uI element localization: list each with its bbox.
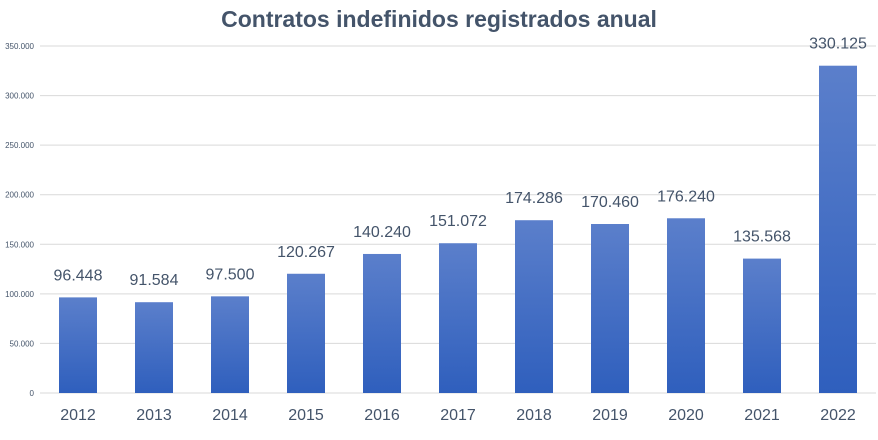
y-tick-label: 150.000 <box>5 240 34 249</box>
y-tick-label: 0 <box>30 389 35 398</box>
bar <box>211 296 249 393</box>
bar <box>363 253 401 393</box>
x-tick-label: 2012 <box>60 407 96 424</box>
bar <box>743 258 781 393</box>
data-label: 120.267 <box>277 244 335 261</box>
y-tick-label: 100.000 <box>5 290 34 299</box>
data-label: 91.584 <box>130 272 179 289</box>
data-label: 135.568 <box>733 229 791 246</box>
bar <box>439 243 477 393</box>
data-label: 140.240 <box>353 224 411 241</box>
x-tick-label: 2016 <box>364 407 400 424</box>
x-tick-label: 2015 <box>288 407 324 424</box>
bar <box>59 297 97 393</box>
y-tick-label: 250.000 <box>5 141 34 150</box>
y-tick-label: 200.000 <box>5 191 34 200</box>
data-label: 151.072 <box>429 213 487 230</box>
x-tick-label: 2022 <box>820 407 856 424</box>
data-label: 176.240 <box>657 188 715 205</box>
x-tick-label: 2021 <box>744 407 780 424</box>
x-tick-label: 2013 <box>136 407 172 424</box>
data-label: 170.460 <box>581 194 639 211</box>
y-tick-label: 300.000 <box>5 92 34 101</box>
data-label: 174.286 <box>505 190 563 207</box>
x-tick-label: 2020 <box>668 407 704 424</box>
bar <box>591 224 629 393</box>
bar <box>135 302 173 393</box>
bar <box>819 65 857 393</box>
x-tick-label: 2017 <box>440 407 476 424</box>
bar <box>515 220 553 393</box>
x-tick-label: 2019 <box>592 407 628 424</box>
data-label: 97.500 <box>206 266 255 283</box>
data-label: 96.448 <box>54 267 103 284</box>
bar <box>667 218 705 393</box>
data-label: 330.125 <box>809 36 867 53</box>
chart-title: Contratos indefinidos registrados anual <box>221 6 657 32</box>
bar <box>287 273 325 393</box>
x-tick-label: 2018 <box>516 407 552 424</box>
x-tick-label: 2014 <box>212 407 248 424</box>
y-tick-label: 350.000 <box>5 42 34 51</box>
y-tick-label: 50.000 <box>10 339 35 348</box>
